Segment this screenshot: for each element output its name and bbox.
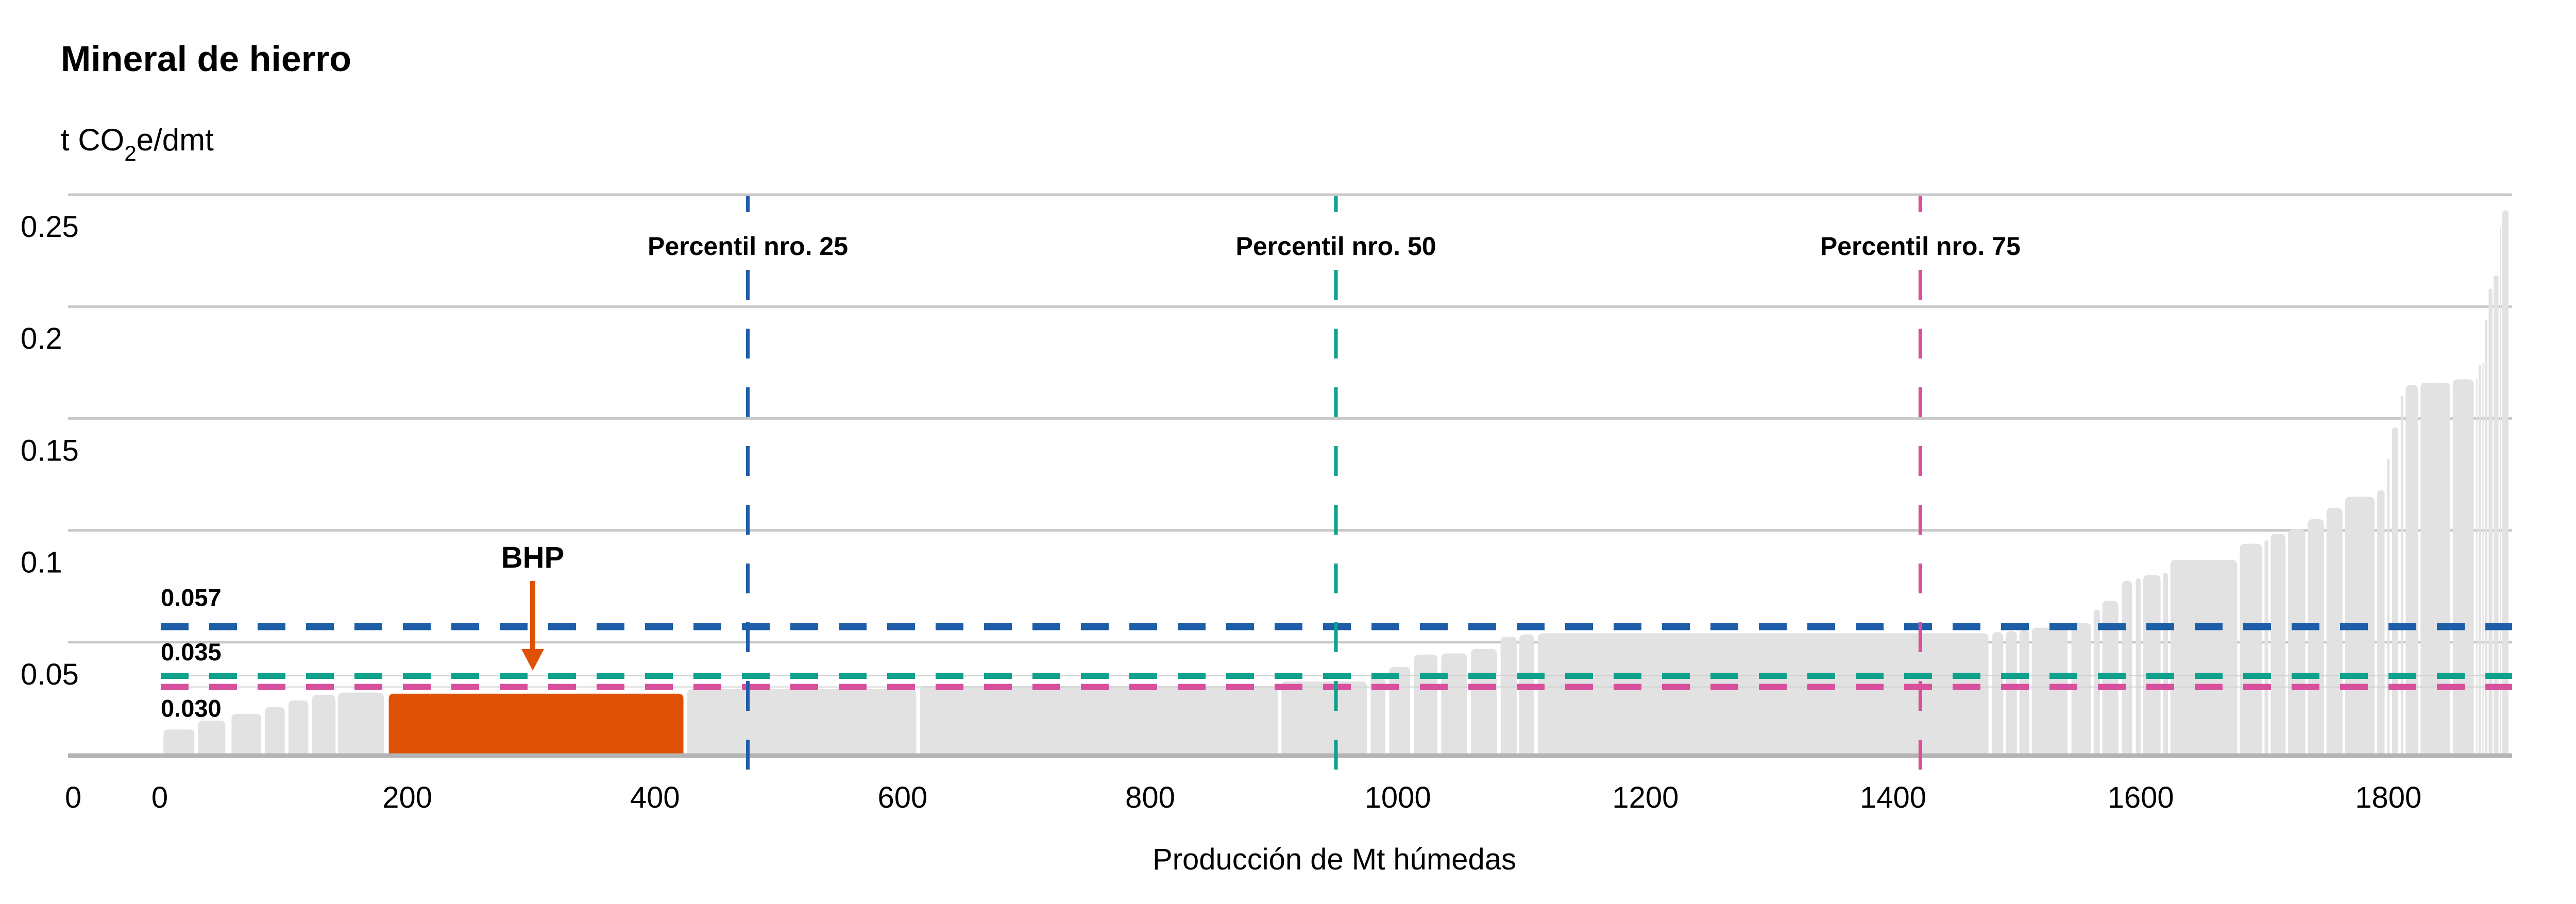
bar-segment xyxy=(1519,634,1534,756)
y-tick-label: 0.2 xyxy=(21,322,62,355)
bar-segment xyxy=(2479,365,2481,756)
bar-segment xyxy=(163,729,195,756)
bar-segment xyxy=(2377,490,2385,756)
bar-segment xyxy=(920,686,1278,756)
bar-segment xyxy=(2326,508,2343,756)
bar-segment xyxy=(2019,629,2029,756)
y-unit-subscript: 2 xyxy=(124,141,136,165)
bars-layer xyxy=(163,210,2509,756)
x-tick-label: 1200 xyxy=(1612,781,1679,814)
bar-segment xyxy=(2093,609,2100,756)
bar-segment xyxy=(1992,632,2004,756)
bar-segment xyxy=(1281,681,1367,756)
bar-segment xyxy=(2170,559,2238,756)
y-tick-label: 0.1 xyxy=(21,546,62,579)
y-tick-label: 0.15 xyxy=(21,434,79,467)
percentile-label: Percentil nro. 25 xyxy=(648,232,848,261)
bar-segment xyxy=(2392,427,2398,756)
bhp-bar xyxy=(388,693,684,756)
bhp-label: BHP xyxy=(501,541,564,574)
y-tick-label: 0.05 xyxy=(21,658,79,691)
x-tick-label: 800 xyxy=(1125,781,1175,814)
y-unit-main: t CO xyxy=(61,123,124,157)
bar-segment xyxy=(1370,675,1386,756)
bar-segment xyxy=(2270,534,2286,756)
x-tick-label: 1000 xyxy=(1365,781,1431,814)
bar-segment xyxy=(2502,210,2509,756)
bar-segment xyxy=(2452,379,2474,756)
bar-segment xyxy=(198,720,226,756)
x-tick-label: 400 xyxy=(630,781,680,814)
y-tick-label: 0 xyxy=(65,781,81,814)
bar-segment xyxy=(2240,543,2262,756)
bar-segment xyxy=(2476,378,2478,756)
percentile-label: Percentil nro. 75 xyxy=(1820,232,2021,261)
bhp-annotation: BHP xyxy=(501,541,564,671)
bar-segment xyxy=(2143,575,2161,756)
bar-segment xyxy=(2122,581,2132,756)
x-tick-label: 1800 xyxy=(2355,781,2421,814)
bar-segment xyxy=(2288,529,2306,756)
bar-segment xyxy=(2488,288,2493,756)
reference-value-label: 0.035 xyxy=(161,638,222,666)
bar-segment xyxy=(1470,649,1497,756)
bar-segment xyxy=(2485,320,2488,756)
bar-segment xyxy=(2071,623,2091,756)
reference-value-label: 0.030 xyxy=(161,695,222,722)
bar-segment xyxy=(1389,667,1411,756)
y-tick-label: 0.25 xyxy=(21,210,79,244)
x-tick-label: 600 xyxy=(878,781,928,814)
bar-segment xyxy=(2420,382,2450,756)
bar-segment xyxy=(2264,540,2268,756)
bar-segment xyxy=(2405,385,2418,756)
bar-segment xyxy=(2482,362,2484,756)
bar-segment xyxy=(2387,458,2390,756)
bar-segment xyxy=(1500,636,1517,756)
bar-segment xyxy=(231,713,262,756)
x-tick-label: 200 xyxy=(382,781,432,814)
bar-segment xyxy=(338,692,384,756)
x-tick-label: 1600 xyxy=(2108,781,2174,814)
bar-segment xyxy=(2031,627,2068,756)
tick-labels-layer: 0 0.05 0.1 0.15 0.2 0.25 0 200 400 600 800 1000 1200… xyxy=(21,210,2421,814)
x-tick-label: 1400 xyxy=(1860,781,1926,814)
percentile-label: Percentil nro. 50 xyxy=(1236,232,1436,261)
bar-segment xyxy=(2494,275,2499,756)
percentile-lines-layer: Percentil nro. 25 Percentil nro. 50 Percen… xyxy=(648,196,2021,773)
bar-segment xyxy=(1414,654,1438,756)
bar-segment xyxy=(2400,396,2403,756)
bar-segment xyxy=(265,707,285,756)
bar-segment xyxy=(312,694,336,756)
bar-segment xyxy=(2308,519,2324,756)
bar-segment xyxy=(687,689,917,756)
y-unit-rest: e/dmt xyxy=(137,123,214,157)
bar-segment xyxy=(2163,573,2168,756)
x-tick-label: 0 xyxy=(151,781,168,814)
bar-segment xyxy=(288,700,309,756)
bar-segment xyxy=(1441,653,1467,756)
y-axis-unit-label: t CO2e/dmt xyxy=(61,123,214,165)
reference-value-label: 0.057 xyxy=(161,584,222,611)
gridlines-layer xyxy=(68,193,2512,644)
chart-title: Mineral de hierro xyxy=(61,39,351,79)
bar-segment xyxy=(1537,633,1989,756)
bhp-arrow-head xyxy=(521,649,544,671)
bar-segment xyxy=(2006,631,2017,756)
bar-segment xyxy=(2136,578,2141,756)
x-axis-title: Producción de Mt húmedas xyxy=(1153,843,1516,876)
